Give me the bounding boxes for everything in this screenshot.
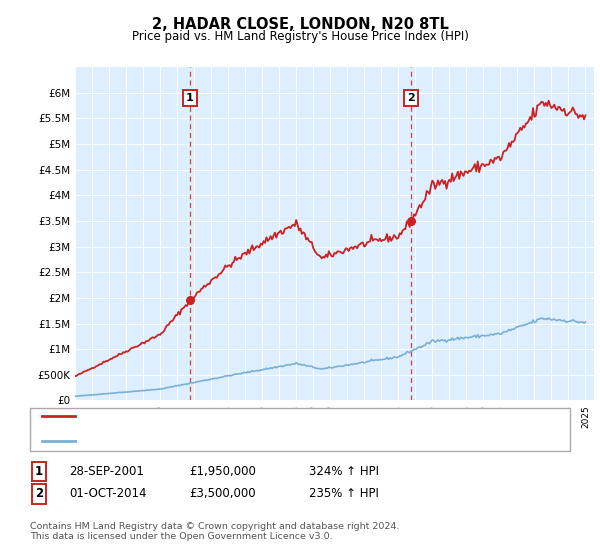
- Text: 1: 1: [186, 93, 194, 103]
- Text: 2, HADAR CLOSE, LONDON, N20 8TL: 2, HADAR CLOSE, LONDON, N20 8TL: [152, 17, 448, 31]
- Text: £1,950,000: £1,950,000: [189, 465, 256, 478]
- Text: 2, HADAR CLOSE, LONDON, N20 8TL (detached house): 2, HADAR CLOSE, LONDON, N20 8TL (detache…: [81, 410, 385, 421]
- Text: HPI: Average price, detached house, Barnet: HPI: Average price, detached house, Barn…: [81, 436, 325, 446]
- Text: 324% ↑ HPI: 324% ↑ HPI: [309, 465, 379, 478]
- Text: 235% ↑ HPI: 235% ↑ HPI: [309, 487, 379, 501]
- Text: 2: 2: [35, 487, 43, 501]
- Text: Contains HM Land Registry data © Crown copyright and database right 2024.
This d: Contains HM Land Registry data © Crown c…: [30, 522, 400, 542]
- Text: Price paid vs. HM Land Registry's House Price Index (HPI): Price paid vs. HM Land Registry's House …: [131, 30, 469, 43]
- Text: £3,500,000: £3,500,000: [189, 487, 256, 501]
- Text: 2: 2: [407, 93, 415, 103]
- Text: 28-SEP-2001: 28-SEP-2001: [69, 465, 144, 478]
- Text: 01-OCT-2014: 01-OCT-2014: [69, 487, 146, 501]
- Text: 1: 1: [35, 465, 43, 478]
